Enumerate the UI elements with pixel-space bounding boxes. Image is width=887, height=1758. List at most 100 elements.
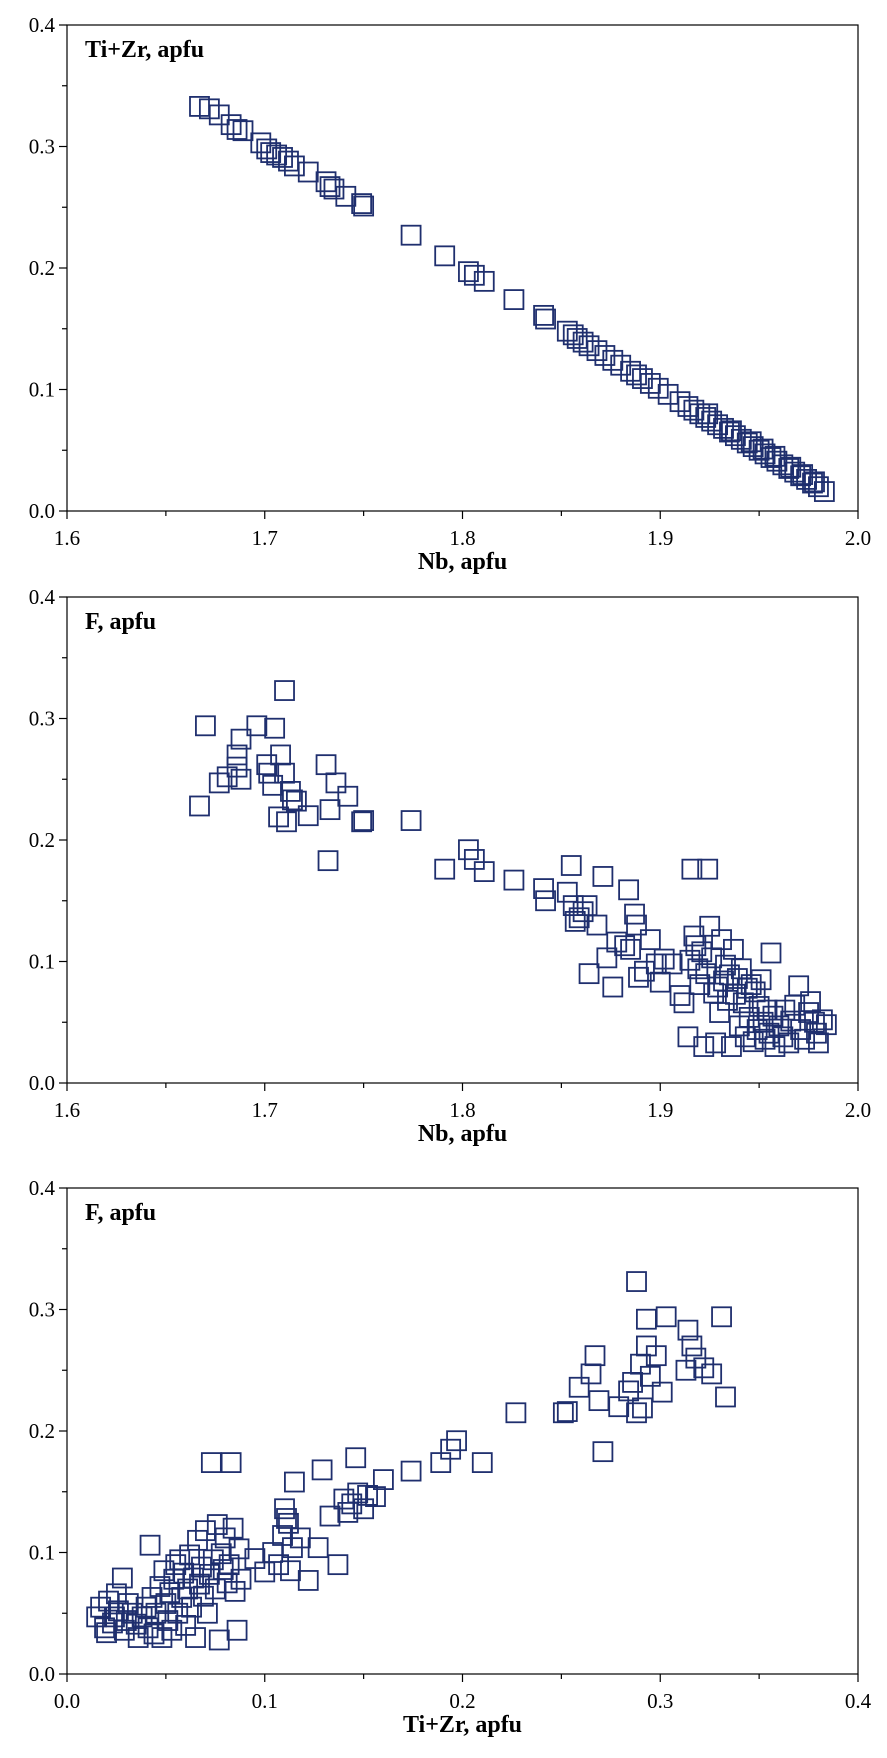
data-point xyxy=(505,1402,527,1424)
data-point xyxy=(649,971,671,993)
data-point xyxy=(709,1002,730,1023)
data-point xyxy=(195,715,216,737)
data-point xyxy=(778,458,800,479)
data-point xyxy=(602,349,624,371)
data-point xyxy=(764,445,786,467)
data-point xyxy=(232,120,254,142)
data-point xyxy=(193,1585,214,1607)
data-point xyxy=(317,850,339,872)
data-point xyxy=(724,425,746,447)
data-point xyxy=(756,999,778,1021)
data-point xyxy=(614,935,636,957)
data-point xyxy=(434,858,456,880)
x-tick-label: 1.8 xyxy=(449,526,475,550)
data-point xyxy=(351,193,373,215)
data-point xyxy=(744,981,766,1003)
data-point xyxy=(578,963,600,985)
data-point xyxy=(584,1345,606,1367)
data-point xyxy=(701,1363,723,1385)
x-tick-label: 2.0 xyxy=(845,1098,871,1122)
data-point xyxy=(572,331,594,353)
data-point xyxy=(345,1447,367,1469)
data-point xyxy=(760,942,782,964)
data-point xyxy=(297,1570,319,1591)
data-point xyxy=(226,1619,248,1641)
data-point xyxy=(588,1390,610,1412)
data-point xyxy=(808,476,829,498)
data-point xyxy=(179,1544,201,1566)
data-point xyxy=(272,147,293,168)
scatter-series xyxy=(86,1271,736,1651)
data-point xyxy=(711,1306,732,1328)
data-point xyxy=(657,383,679,405)
data-point xyxy=(693,1357,715,1379)
data-point xyxy=(323,178,345,200)
data-point xyxy=(220,1452,242,1473)
y-tick-label: 0.3 xyxy=(29,707,55,731)
data-point xyxy=(796,469,817,490)
data-point xyxy=(715,1386,736,1408)
data-point xyxy=(556,1401,578,1422)
x-tick-label: 1.6 xyxy=(54,526,80,550)
data-point xyxy=(697,858,719,880)
data-point xyxy=(535,308,556,330)
data-point xyxy=(473,861,495,882)
data-point xyxy=(606,931,628,953)
data-point xyxy=(556,881,578,903)
data-point xyxy=(586,914,608,936)
data-point xyxy=(224,1580,246,1602)
data-point xyxy=(258,762,280,784)
data-point xyxy=(679,949,701,971)
data-point xyxy=(372,1469,394,1490)
x-tick-label: 0.0 xyxy=(54,1689,80,1713)
data-point xyxy=(699,915,721,937)
data-point xyxy=(200,1452,222,1473)
data-point xyxy=(719,421,740,443)
data-point xyxy=(167,1602,189,1624)
data-point xyxy=(208,1629,230,1651)
data-point xyxy=(566,328,588,349)
x-tick-label: 1.9 xyxy=(647,1098,673,1122)
data-point xyxy=(632,1397,653,1419)
data-point xyxy=(264,717,286,739)
data-point xyxy=(353,195,375,217)
data-point xyxy=(276,811,297,833)
data-point xyxy=(181,1596,202,1618)
x-tick-label: 0.2 xyxy=(449,1689,475,1713)
data-point xyxy=(639,373,661,394)
data-point xyxy=(602,976,624,998)
scatter-series xyxy=(189,96,835,502)
data-point xyxy=(626,364,647,386)
data-point xyxy=(191,1556,212,1578)
data-point xyxy=(473,270,495,292)
data-point xyxy=(471,1452,493,1473)
data-point xyxy=(812,1009,833,1031)
data-point xyxy=(780,456,802,478)
x-axis-title: Ti+Zr, apfu xyxy=(403,1712,522,1738)
data-point xyxy=(713,417,734,439)
x-tick-label: 0.1 xyxy=(252,1689,278,1713)
data-point xyxy=(669,391,691,413)
data-point xyxy=(440,1438,462,1460)
data-point xyxy=(284,155,305,177)
data-point xyxy=(778,1032,800,1054)
data-point xyxy=(792,464,814,485)
data-point xyxy=(634,960,655,982)
y-tick-label: 0.0 xyxy=(29,1662,55,1686)
data-point xyxy=(503,869,525,891)
data-point xyxy=(365,1486,386,1508)
data-point xyxy=(804,471,825,493)
data-point xyxy=(620,360,641,382)
x-axis-title: Nb, apfu xyxy=(418,1121,507,1147)
data-point xyxy=(750,969,772,991)
y-tick-label: 0.3 xyxy=(29,1298,55,1322)
data-point xyxy=(266,144,288,166)
y-tick-label: 0.4 xyxy=(29,585,56,609)
data-point xyxy=(446,1430,467,1452)
data-point xyxy=(804,1011,825,1033)
scatter-series xyxy=(189,680,837,1057)
data-point xyxy=(533,304,554,326)
x-tick-label: 1.6 xyxy=(54,1098,80,1122)
data-point xyxy=(624,903,645,925)
